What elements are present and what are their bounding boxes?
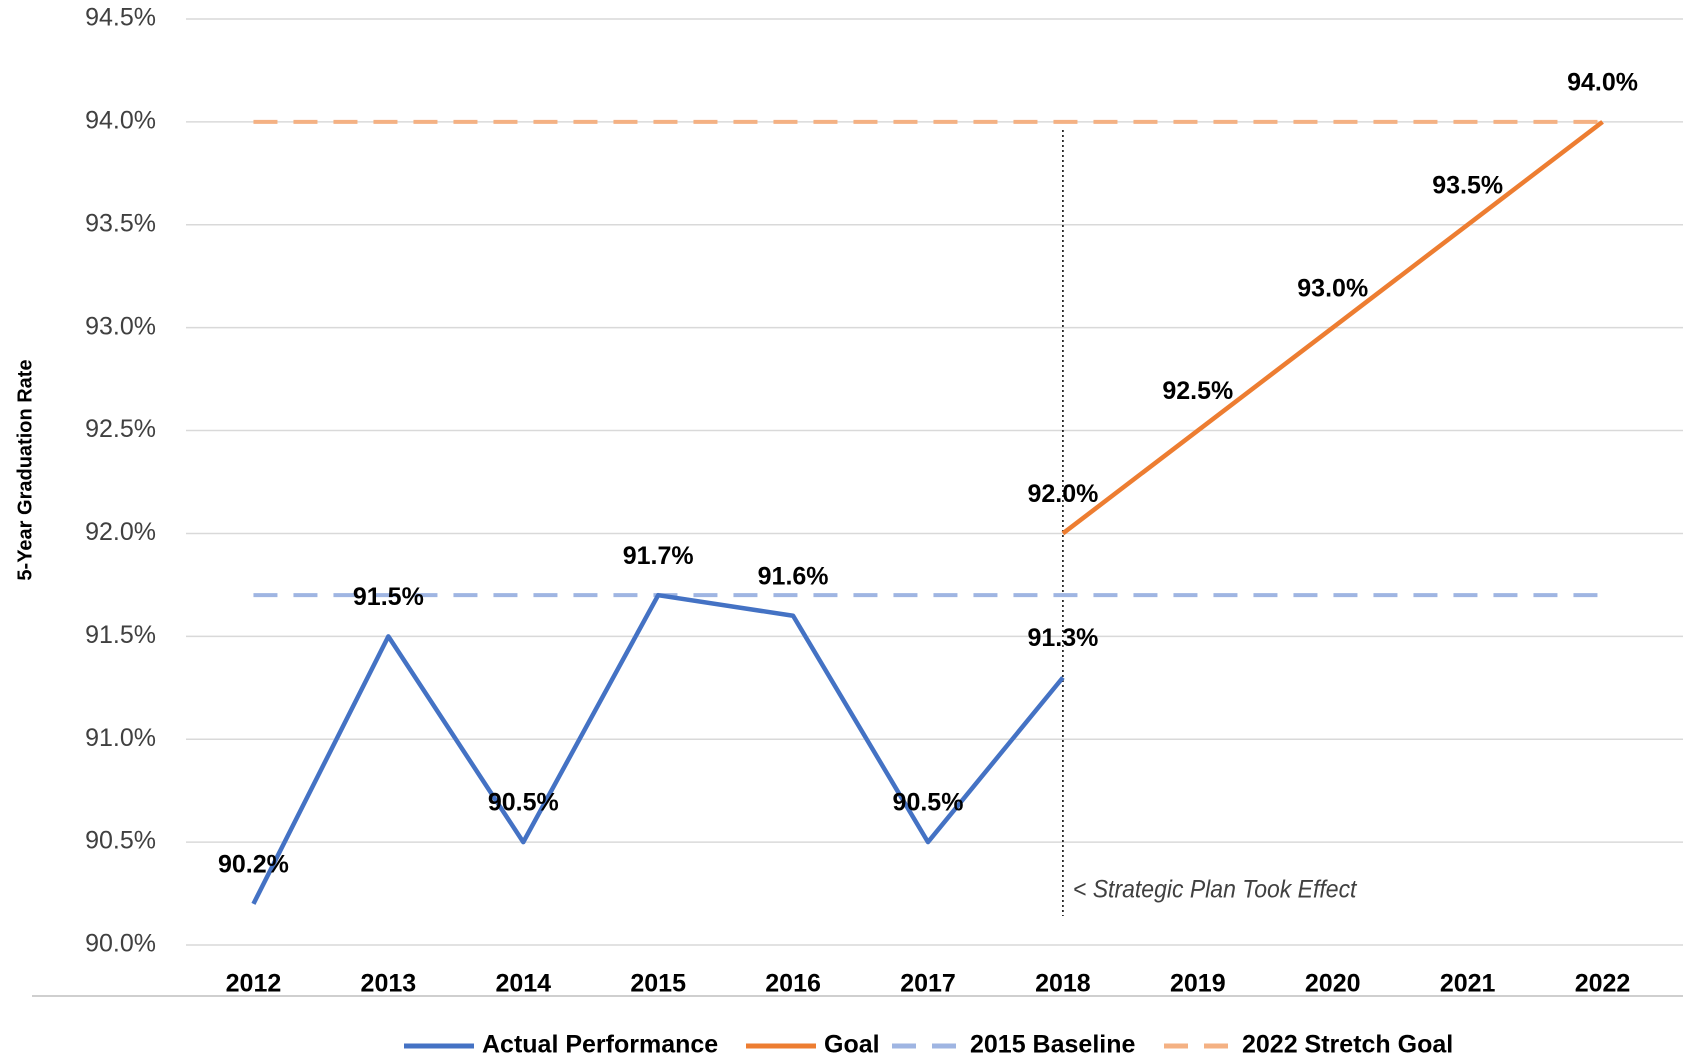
data-label: 90.5% bbox=[893, 789, 964, 817]
x-tick-label: 2013 bbox=[361, 970, 417, 998]
y-tick-label: 94.0% bbox=[85, 106, 156, 134]
y-tick-label: 94.5% bbox=[85, 4, 156, 32]
data-label: 93.0% bbox=[1297, 274, 1368, 302]
x-tick-label: 2022 bbox=[1575, 970, 1631, 998]
data-label: 90.5% bbox=[488, 789, 559, 817]
y-tick-label: 93.0% bbox=[85, 312, 156, 340]
annotation: < Strategic Plan Took Effect bbox=[1073, 876, 1358, 904]
data-label: 93.5% bbox=[1432, 171, 1503, 199]
y-tick-label: 93.5% bbox=[85, 209, 156, 237]
data-label: 91.5% bbox=[353, 583, 424, 611]
legend-label: 2015 Baseline bbox=[970, 1031, 1135, 1059]
x-tick-label: 2018 bbox=[1035, 970, 1091, 998]
data-label: 91.6% bbox=[758, 562, 829, 590]
y-tick-label: 90.5% bbox=[85, 827, 156, 855]
y-tick-label: 90.0% bbox=[85, 930, 156, 958]
data-label: 91.7% bbox=[623, 542, 694, 570]
x-tick-label: 2012 bbox=[226, 970, 282, 998]
x-tick-label: 2017 bbox=[900, 970, 956, 998]
x-tick-label: 2016 bbox=[765, 970, 821, 998]
series-line bbox=[251, 592, 1065, 905]
y-tick-label: 91.5% bbox=[85, 621, 156, 649]
legend-label: 2022 Stretch Goal bbox=[1242, 1031, 1453, 1059]
x-tick-label: 2019 bbox=[1170, 970, 1226, 998]
data-label: 91.3% bbox=[1027, 624, 1098, 652]
data-label: 92.0% bbox=[1027, 480, 1098, 508]
x-tick-label: 2020 bbox=[1305, 970, 1361, 998]
series-line bbox=[1061, 120, 1604, 536]
y-tick-label: 92.5% bbox=[85, 415, 156, 443]
legend-label: Goal bbox=[824, 1031, 880, 1059]
y-tick-label: 91.0% bbox=[85, 724, 156, 752]
y-tick-label: 92.0% bbox=[85, 518, 156, 546]
legend-label: Actual Performance bbox=[482, 1031, 718, 1059]
x-tick-label: 2014 bbox=[495, 970, 551, 998]
data-label: 92.5% bbox=[1162, 377, 1233, 405]
data-label: 94.0% bbox=[1567, 68, 1638, 96]
x-tick-label: 2021 bbox=[1440, 970, 1496, 998]
data-label: 90.2% bbox=[218, 850, 289, 878]
x-tick-label: 2015 bbox=[630, 970, 686, 998]
y-axis-label: 5-Year Graduation Rate bbox=[14, 359, 36, 580]
